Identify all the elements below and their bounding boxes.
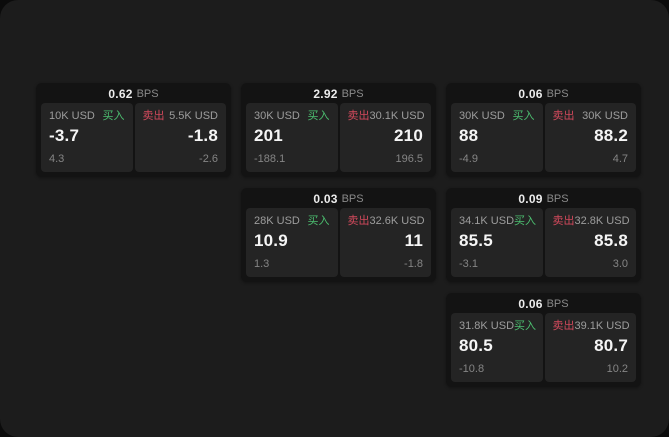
- buy-side-label: 买入: [102, 110, 125, 122]
- sell-delta: 4.7: [612, 153, 628, 165]
- sell-side-label: 卖出: [552, 215, 575, 227]
- quote-panels: 10K USD 买入 -3.7 4.3 卖出 5.5K USD -1.8 -2.…: [36, 103, 231, 172]
- sell-price: 11: [404, 231, 423, 250]
- buy-side-label: 买入: [514, 215, 537, 227]
- sell-panel[interactable]: 卖出 32.8K USD 85.8 3.0: [544, 208, 636, 277]
- buy-panel[interactable]: 34.1K USD 买入 85.5 -3.1: [451, 208, 543, 277]
- sell-side-label: 卖出: [552, 320, 575, 332]
- sell-panel[interactable]: 卖出 30K USD 88.2 4.7: [544, 103, 636, 172]
- sell-delta: 196.5: [395, 153, 423, 165]
- buy-side-label: 买入: [514, 320, 537, 332]
- quote-panels: 30K USD 买入 201 -188.1 卖出 30.1K USD 210 1…: [241, 103, 436, 172]
- bps-unit-label: BPS: [546, 87, 569, 100]
- bps-value: 0.09: [518, 191, 543, 206]
- buy-side-label: 买入: [512, 110, 535, 122]
- bps-unit-label: BPS: [341, 192, 364, 205]
- bps-header: 0.06 BPS: [446, 293, 641, 311]
- sell-delta: -1.8: [404, 258, 423, 270]
- buy-delta: -10.8: [459, 363, 485, 375]
- sell-panel[interactable]: 卖出 39.1K USD 80.7 10.2: [544, 313, 636, 382]
- bps-header: 2.92 BPS: [241, 83, 436, 101]
- sell-amount: 30K USD: [582, 110, 628, 122]
- sell-price: 88.2: [594, 126, 628, 145]
- buy-side-label: 买入: [307, 110, 330, 122]
- buy-price: -3.7: [49, 126, 80, 145]
- buy-price: 80.5: [459, 336, 493, 355]
- bps-header: 0.03 BPS: [241, 188, 436, 206]
- buy-panel[interactable]: 30K USD 买入 88 -4.9: [451, 103, 543, 172]
- quote-card[interactable]: 0.03 BPS 28K USD 买入 10.9 1.3 卖出 32.6K US…: [241, 188, 436, 282]
- bps-header: 0.62 BPS: [36, 83, 231, 101]
- buy-price: 10.9: [254, 231, 288, 250]
- sell-panel[interactable]: 卖出 32.6K USD 11 -1.8: [339, 208, 431, 277]
- sell-price: 80.7: [594, 336, 628, 355]
- quote-card[interactable]: 0.06 BPS 30K USD 买入 88 -4.9 卖出 30K USD 8…: [446, 83, 641, 177]
- bps-value: 0.06: [518, 296, 543, 311]
- buy-amount: 34.1K USD: [459, 215, 515, 227]
- sell-amount: 39.1K USD: [574, 320, 630, 332]
- quote-grid: 0.62 BPS 10K USD 买入 -3.7 4.3 卖出 5.5K USD…: [36, 83, 641, 387]
- quote-card[interactable]: 0.09 BPS 34.1K USD 买入 85.5 -3.1 卖出 32.8K…: [446, 188, 641, 282]
- quote-panels: 30K USD 买入 88 -4.9 卖出 30K USD 88.2 4.7: [446, 103, 641, 172]
- buy-delta: -3.1: [459, 258, 478, 270]
- buy-delta: 1.3: [254, 258, 270, 270]
- sell-delta: -2.6: [199, 153, 218, 165]
- sell-amount: 30.1K USD: [369, 110, 425, 122]
- buy-amount: 10K USD: [49, 110, 95, 122]
- bps-value: 0.03: [313, 191, 338, 206]
- quote-card[interactable]: 2.92 BPS 30K USD 买入 201 -188.1 卖出 30.1K …: [241, 83, 436, 177]
- bps-value: 0.06: [518, 86, 543, 101]
- sell-amount: 5.5K USD: [169, 110, 218, 122]
- buy-amount: 28K USD: [254, 215, 300, 227]
- bps-header: 0.09 BPS: [446, 188, 641, 206]
- buy-price: 88: [459, 126, 479, 145]
- buy-delta: 4.3: [49, 153, 65, 165]
- buy-panel[interactable]: 28K USD 买入 10.9 1.3: [246, 208, 338, 277]
- buy-amount: 30K USD: [459, 110, 505, 122]
- buy-amount: 30K USD: [254, 110, 300, 122]
- buy-panel[interactable]: 30K USD 买入 201 -188.1: [246, 103, 338, 172]
- quote-card[interactable]: 0.62 BPS 10K USD 买入 -3.7 4.3 卖出 5.5K USD…: [36, 83, 231, 177]
- sell-price: 85.8: [594, 231, 628, 250]
- bps-header: 0.06 BPS: [446, 83, 641, 101]
- sell-price: 210: [394, 126, 423, 145]
- buy-panel[interactable]: 10K USD 买入 -3.7 4.3: [41, 103, 133, 172]
- sell-side-label: 卖出: [347, 110, 370, 122]
- buy-delta: -188.1: [254, 153, 286, 165]
- buy-amount: 31.8K USD: [459, 320, 515, 332]
- sell-side-label: 卖出: [347, 215, 370, 227]
- bps-unit-label: BPS: [546, 192, 569, 205]
- sell-panel[interactable]: 卖出 5.5K USD -1.8 -2.6: [134, 103, 226, 172]
- bps-unit-label: BPS: [546, 297, 569, 310]
- sell-price: -1.8: [187, 126, 218, 145]
- sell-amount: 32.6K USD: [369, 215, 425, 227]
- bps-value: 2.92: [313, 86, 338, 101]
- sell-side-label: 卖出: [552, 110, 575, 122]
- sell-amount: 32.8K USD: [574, 215, 630, 227]
- bps-unit-label: BPS: [136, 87, 159, 100]
- sell-side-label: 卖出: [142, 110, 165, 122]
- buy-delta: -4.9: [459, 153, 478, 165]
- buy-side-label: 买入: [307, 215, 330, 227]
- sell-delta: 3.0: [612, 258, 628, 270]
- quote-panels: 31.8K USD 买入 80.5 -10.8 卖出 39.1K USD 80.…: [446, 313, 641, 382]
- sell-delta: 10.2: [606, 363, 628, 375]
- buy-price: 85.5: [459, 231, 493, 250]
- sell-panel[interactable]: 卖出 30.1K USD 210 196.5: [339, 103, 431, 172]
- buy-price: 201: [254, 126, 283, 145]
- quote-card[interactable]: 0.06 BPS 31.8K USD 买入 80.5 -10.8 卖出 39.1…: [446, 293, 641, 387]
- quote-panels: 34.1K USD 买入 85.5 -3.1 卖出 32.8K USD 85.8…: [446, 208, 641, 277]
- bps-value: 0.62: [108, 86, 133, 101]
- bps-unit-label: BPS: [341, 87, 364, 100]
- buy-panel[interactable]: 31.8K USD 买入 80.5 -10.8: [451, 313, 543, 382]
- quote-panels: 28K USD 买入 10.9 1.3 卖出 32.6K USD 11 -1.8: [241, 208, 436, 277]
